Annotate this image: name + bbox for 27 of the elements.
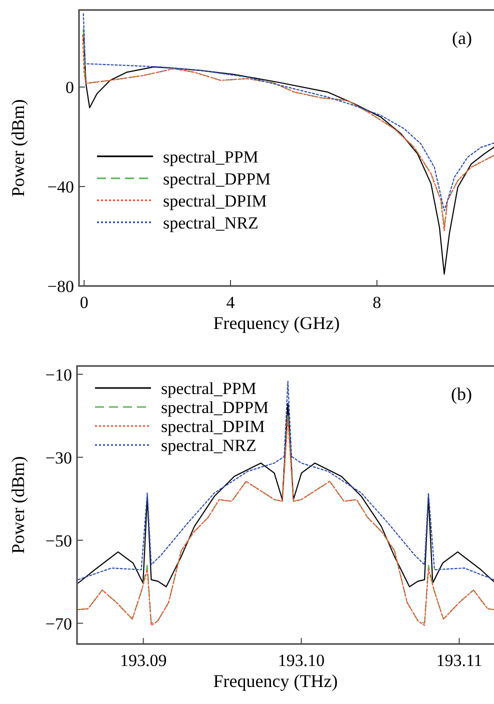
y-tick-label: −70 [45, 614, 72, 634]
y-tick-label: 0 [66, 78, 74, 98]
legend-label: spectral_PPM [161, 379, 256, 398]
legend-label: spectral_NRZ [161, 436, 256, 455]
x-tick-label: 4 [226, 293, 236, 312]
x-tick-label: 8 [372, 293, 382, 312]
annotation: (b) [451, 384, 472, 404]
y-tick-label: −80 [47, 277, 74, 296]
legend-label: spectral_DPIM [163, 191, 267, 210]
legend-label: spectral_DPPM [161, 398, 269, 417]
legend-label: spectral_NRZ [163, 213, 258, 232]
y-tick-label: −40 [47, 178, 74, 197]
y-tick-label: −10 [45, 365, 72, 384]
x-axis-title: Frequency (THz) [213, 671, 338, 691]
legend-label: spectral_DPPM [163, 169, 271, 188]
x-tick-label: 193.11 [436, 651, 482, 670]
x-axis-title: Frequency (GHz) [213, 313, 340, 333]
x-tick-label: 193.10 [278, 651, 325, 670]
x-tick-label: 193.09 [120, 651, 167, 670]
annotation: (a) [452, 28, 472, 48]
y-tick-label: −30 [45, 448, 72, 468]
y-axis-title: Power (dBm) [8, 99, 28, 197]
x-tick-label: 0 [80, 293, 88, 312]
y-tick-label: −50 [45, 531, 72, 550]
y-axis-title: Power (dBm) [8, 456, 28, 554]
legend-label: spectral_DPIM [161, 417, 265, 436]
legend-label: spectral_PPM [163, 147, 258, 166]
